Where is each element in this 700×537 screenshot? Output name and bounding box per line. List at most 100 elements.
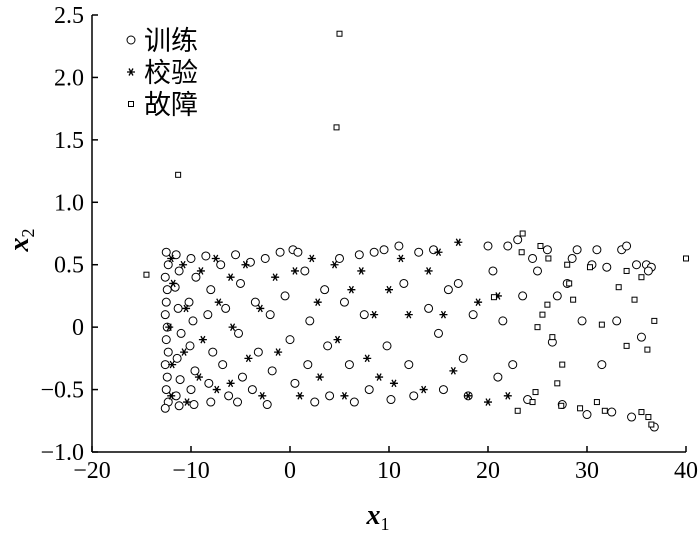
point	[379, 245, 389, 255]
point	[183, 398, 192, 406]
point	[622, 241, 632, 251]
point	[224, 391, 234, 401]
legend-label: 故障	[144, 90, 198, 121]
point	[490, 294, 497, 301]
point	[208, 347, 218, 357]
y-label-main: x	[4, 238, 35, 253]
point	[454, 238, 463, 247]
point	[602, 262, 612, 272]
point	[171, 250, 181, 260]
point	[214, 298, 223, 306]
point	[333, 124, 340, 131]
point	[290, 378, 300, 388]
point	[349, 397, 359, 407]
point	[474, 298, 483, 306]
point	[396, 254, 405, 263]
point	[310, 397, 320, 407]
point	[336, 30, 343, 37]
point	[612, 316, 622, 326]
point	[644, 346, 651, 353]
point	[303, 360, 313, 370]
point	[404, 360, 414, 370]
point	[503, 241, 513, 251]
point	[196, 267, 205, 275]
point	[211, 254, 220, 263]
point	[160, 403, 170, 413]
point	[458, 353, 468, 363]
point	[498, 316, 508, 326]
y-tick-label: −1.0	[40, 440, 84, 466]
point	[212, 385, 221, 394]
point	[483, 241, 493, 251]
point	[160, 272, 170, 282]
x-tick-label: −10	[172, 458, 210, 484]
point	[161, 297, 171, 307]
point	[513, 235, 523, 245]
point	[179, 260, 188, 269]
x-tick-label: 30	[575, 458, 599, 484]
point	[234, 328, 244, 338]
point	[572, 245, 582, 255]
point	[163, 347, 173, 357]
point	[340, 391, 349, 400]
point	[453, 278, 463, 288]
point	[186, 385, 196, 395]
point	[247, 385, 257, 395]
point	[218, 360, 228, 370]
legend-marker	[128, 101, 134, 107]
point	[186, 253, 196, 263]
y-tick-label: 2.5	[54, 3, 84, 29]
point	[375, 373, 384, 381]
y-tick-label: 0.5	[54, 253, 84, 279]
point	[503, 391, 512, 400]
point	[280, 291, 290, 301]
point	[615, 284, 622, 291]
point	[226, 273, 235, 282]
y-axis-label: x2	[4, 229, 38, 253]
point	[313, 298, 322, 306]
point	[449, 367, 458, 375]
point	[267, 366, 277, 376]
point	[567, 253, 577, 263]
point	[265, 310, 275, 320]
point	[537, 242, 544, 249]
point	[638, 274, 645, 281]
point	[293, 247, 303, 257]
point	[275, 247, 285, 257]
x-tick-label: 20	[476, 458, 500, 484]
point	[643, 266, 653, 276]
point	[638, 409, 645, 416]
point	[519, 230, 526, 237]
point	[636, 332, 646, 342]
x-label-main: x	[366, 500, 381, 531]
point	[204, 378, 214, 388]
point	[330, 260, 339, 269]
point	[370, 310, 379, 319]
point	[315, 373, 324, 381]
point	[597, 360, 607, 370]
point	[335, 253, 344, 263]
point	[404, 310, 413, 319]
point	[434, 248, 443, 257]
legend-label: 校验	[144, 58, 198, 89]
point	[558, 402, 565, 409]
point	[389, 379, 398, 388]
point	[189, 400, 199, 410]
legend-marker	[126, 35, 136, 45]
point	[160, 310, 170, 320]
point	[528, 253, 538, 263]
y-tick-label: 1.0	[54, 190, 84, 216]
point	[290, 267, 299, 275]
point	[549, 334, 556, 341]
point	[464, 391, 473, 400]
point	[160, 360, 170, 370]
point	[645, 414, 652, 421]
point	[443, 285, 453, 295]
point	[300, 266, 310, 276]
point	[488, 266, 498, 276]
point	[532, 389, 539, 396]
point	[241, 260, 250, 269]
point	[305, 316, 315, 326]
point	[325, 391, 335, 401]
point	[627, 412, 637, 422]
